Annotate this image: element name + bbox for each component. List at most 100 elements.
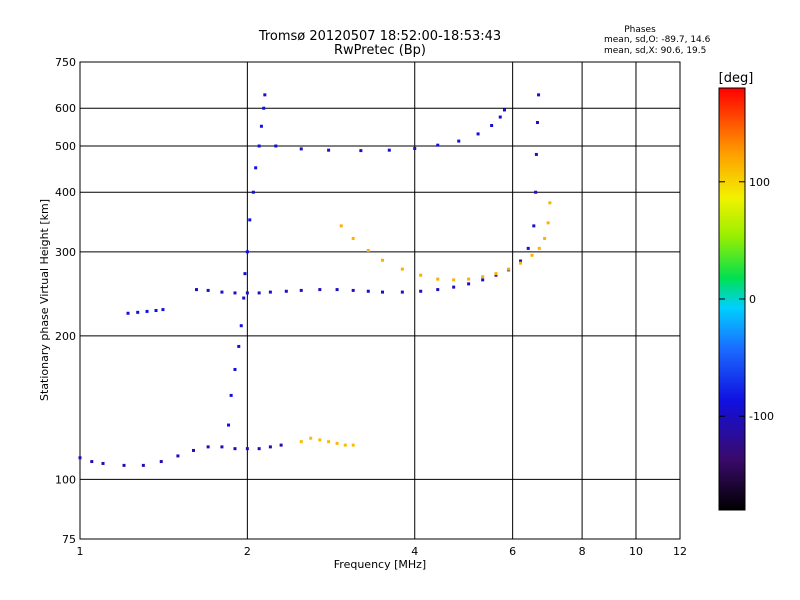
data-point (237, 344, 241, 348)
plot-area (79, 61, 681, 540)
data-point (245, 291, 249, 295)
data-point (537, 246, 541, 250)
data-point (154, 308, 158, 312)
series-trace (339, 201, 552, 282)
data-point (351, 443, 355, 447)
x-tick-label: 12 (673, 545, 687, 558)
data-point (145, 309, 149, 313)
data-point (467, 282, 471, 286)
data-point (233, 291, 237, 295)
y-tick-label: 100 (55, 473, 76, 486)
data-point (220, 445, 224, 449)
grid-lines (80, 62, 680, 539)
data-point (537, 93, 541, 97)
data-point (380, 290, 384, 294)
y-tick-label: 400 (55, 186, 76, 199)
data-point (335, 288, 339, 292)
data-point (548, 201, 552, 205)
data-point (366, 248, 370, 252)
data-point (233, 447, 237, 451)
data-point (274, 144, 278, 148)
y-tick-label: 750 (55, 56, 76, 69)
x-tick-label: 8 (579, 545, 586, 558)
data-point (101, 461, 105, 465)
data-point (318, 288, 322, 292)
data-point (242, 296, 246, 300)
series-trace (227, 93, 267, 427)
data-point (532, 224, 536, 228)
data-point (481, 278, 485, 282)
data-point (284, 289, 288, 293)
data-point (257, 291, 261, 295)
data-point (254, 166, 258, 170)
data-point (467, 277, 471, 281)
data-point (366, 289, 370, 293)
data-point (227, 423, 231, 427)
data-points (78, 93, 552, 467)
data-point (351, 236, 355, 240)
colorbar-tick-label: 0 (749, 293, 756, 306)
data-point (248, 218, 252, 222)
colorbar-tick-label: -100 (749, 410, 774, 423)
data-point (257, 447, 261, 451)
data-point (413, 146, 417, 150)
data-point (400, 290, 404, 294)
data-point (351, 288, 355, 292)
data-point (519, 261, 523, 265)
data-point (519, 259, 523, 263)
x-tick-label: 6 (509, 545, 516, 558)
data-point (498, 115, 502, 119)
data-point (494, 273, 498, 277)
data-point (436, 277, 440, 281)
data-point (233, 367, 237, 371)
data-point (245, 250, 249, 254)
x-tick-label: 1 (77, 545, 84, 558)
data-point (191, 448, 195, 452)
data-point (457, 139, 461, 143)
data-point (436, 143, 440, 147)
data-point (251, 190, 255, 194)
data-point (359, 149, 363, 153)
chart-subtitle: RwPretec (Bp) (334, 43, 426, 58)
y-tick-label: 600 (55, 102, 76, 115)
data-point (380, 258, 384, 262)
y-tick-label: 75 (62, 533, 76, 546)
data-point (206, 445, 210, 449)
y-axis-ticks: 75 100 200 300 400 500 600 750 (55, 56, 76, 546)
data-point (327, 148, 331, 152)
x-axis-ticks: 1 2 4 6 8 10 12 (77, 545, 688, 558)
phases-line-o: mean, sd,O: -89.7, 14.6 (604, 35, 711, 45)
data-point (268, 445, 272, 449)
data-point (122, 463, 126, 467)
data-point (494, 272, 498, 276)
data-point (259, 124, 263, 128)
x-tick-label: 10 (629, 545, 643, 558)
data-point (176, 454, 180, 458)
y-tick-label: 200 (55, 330, 76, 343)
data-point (299, 288, 303, 292)
data-point (452, 278, 456, 282)
y-axis-label: Stationary phase Virtual Height [km] (38, 199, 51, 401)
data-point (141, 463, 145, 467)
data-point (546, 221, 550, 225)
data-point (268, 290, 272, 294)
data-point (299, 440, 303, 444)
data-point (502, 108, 506, 112)
data-point (419, 289, 423, 293)
colorbar-label: [deg] (719, 71, 754, 86)
data-point (263, 93, 267, 97)
colorbar-tick-label: 100 (749, 176, 770, 189)
phases-line-x: mean, sd,X: 90.6, 19.5 (604, 46, 706, 56)
y-tick-label: 500 (55, 140, 76, 153)
data-point (343, 443, 347, 447)
data-point (476, 132, 480, 136)
chart-title: Tromsø 20120507 18:52:00-18:53:43 (258, 29, 501, 44)
data-point (318, 438, 322, 442)
data-point (335, 441, 339, 445)
data-point (507, 267, 511, 271)
data-point (452, 285, 456, 289)
data-point (534, 190, 538, 194)
data-point (243, 272, 247, 276)
data-point (481, 275, 485, 279)
